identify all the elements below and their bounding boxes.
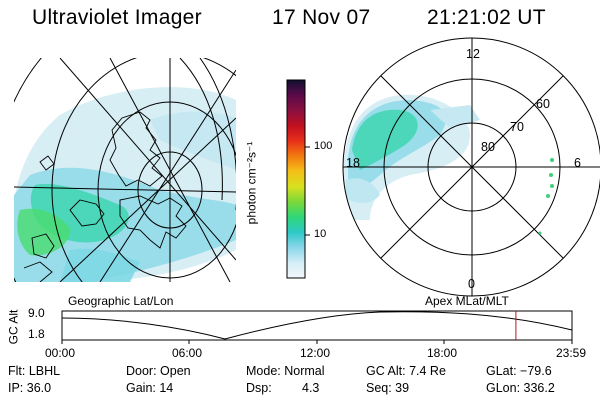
info-glon: GLon: 336.2 (486, 381, 555, 395)
colorbar-unit-label: photon cm⁻²s⁻¹ (244, 141, 259, 225)
time-label: 21:21:02 UT (427, 6, 546, 29)
left-map-caption: Geographic Lat/Lon (68, 294, 174, 308)
altitude-plot (61, 310, 573, 344)
polar-grid (342, 37, 600, 297)
mlat-label-70: 70 (510, 120, 524, 134)
polar-plot (342, 37, 600, 297)
colorbar (286, 79, 310, 279)
altitude-ytick-min: 1.8 (28, 327, 45, 341)
info-glat: GLat: −79.6 (486, 364, 552, 378)
altitude-xtick-0: 00:00 (45, 346, 76, 360)
polar-aurora (343, 94, 480, 220)
info-filter: Flt: LBHL (8, 364, 61, 378)
info-door: Door: Open (126, 364, 191, 378)
mlat-label-60: 60 (536, 97, 550, 111)
altitude-ytick-max: 9.0 (28, 306, 45, 320)
info-dsp-label: Dsp: (246, 381, 272, 395)
info-dsp-value: 4.3 (302, 381, 320, 395)
date-label: 17 Nov 07 (272, 6, 371, 29)
geographic-map (14, 58, 236, 282)
altitude-frame (61, 310, 573, 341)
altitude-ticks (61, 340, 573, 344)
geo-grid (14, 58, 236, 282)
altitude-xtick-3: 18:00 (427, 346, 458, 360)
info-ip: IP: 36.0 (8, 381, 52, 395)
mlat-label-80: 80 (481, 140, 495, 154)
info-mode: Mode: Normal (246, 364, 325, 378)
polar-dots (538, 158, 554, 235)
colorbar-strip (286, 79, 306, 279)
altitude-xtick-2: 12:00 (300, 346, 331, 360)
info-gain: Gain: 14 (126, 381, 174, 395)
info-seq: Seq: 39 (366, 381, 410, 395)
altitude-xtick-4: 23:59 (556, 346, 587, 360)
coastline (23, 111, 187, 282)
altitude-ylabel: GC Alt (6, 309, 21, 345)
colorbar-tick-100: 100 (314, 140, 333, 152)
right-map-caption: Apex MLat/MLT (425, 294, 509, 308)
colorbar-tick-10: 10 (314, 228, 327, 240)
altitude-xtick-1: 06:00 (172, 346, 203, 360)
mlt-label-midnight: 0 (468, 277, 475, 291)
mlt-label-dawn: 6 (574, 156, 581, 170)
info-gc-alt: GC Alt: 7.4 Re (366, 364, 446, 378)
instrument-title: Ultraviolet Imager (32, 6, 202, 29)
altitude-curve (61, 311, 573, 340)
mlt-label-noon: 12 (466, 47, 480, 61)
mlt-label-dusk: 18 (346, 156, 360, 170)
